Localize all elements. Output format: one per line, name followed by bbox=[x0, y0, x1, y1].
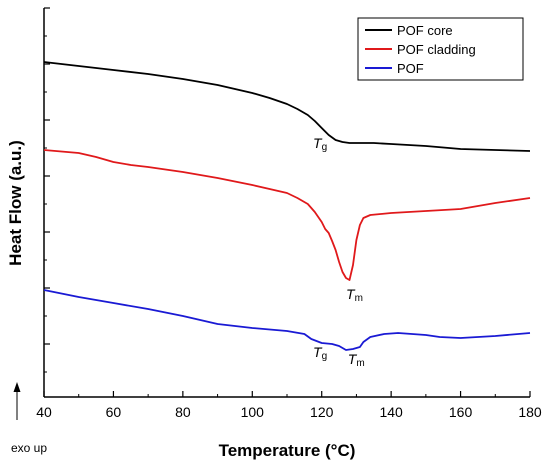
exo-up-label: exo up bbox=[11, 441, 47, 455]
x-tick-label: 60 bbox=[106, 404, 122, 420]
x-tick-label: 120 bbox=[310, 404, 334, 420]
legend: POF core POF cladding POF bbox=[357, 17, 524, 81]
exo-up-indicator: exo up bbox=[11, 382, 47, 455]
transition-label: Tm bbox=[346, 286, 363, 304]
annotation-layer: Tg Tm Tg Tm bbox=[313, 135, 365, 369]
x-tick-label: 160 bbox=[449, 404, 473, 420]
y-axis-ticks bbox=[44, 7, 50, 373]
x-axis-ticks: 40 60 80 100 120 140 160 180 bbox=[36, 391, 542, 420]
legend-label: POF cladding bbox=[397, 42, 476, 57]
x-tick-label: 180 bbox=[518, 404, 542, 420]
x-tick-label: 40 bbox=[36, 404, 52, 420]
transition-label: Tg bbox=[313, 135, 327, 153]
transition-label: Tm bbox=[348, 351, 365, 369]
exo-up-arrowhead-icon bbox=[13, 382, 21, 392]
x-axis-title: Temperature (°C) bbox=[219, 441, 356, 460]
series-layer bbox=[43, 61, 531, 351]
x-tick-label: 80 bbox=[175, 404, 191, 420]
legend-label: POF core bbox=[397, 23, 453, 38]
x-tick-label: 140 bbox=[379, 404, 403, 420]
series-line-pof bbox=[43, 289, 531, 351]
y-axis-title: Heat Flow (a.u.) bbox=[6, 140, 25, 266]
series-line-pof-cladding bbox=[43, 149, 531, 281]
legend-label: POF bbox=[397, 61, 424, 76]
x-tick-label: 100 bbox=[241, 404, 265, 420]
transition-label: Tg bbox=[313, 344, 327, 362]
series-line-pof-core bbox=[43, 61, 531, 152]
